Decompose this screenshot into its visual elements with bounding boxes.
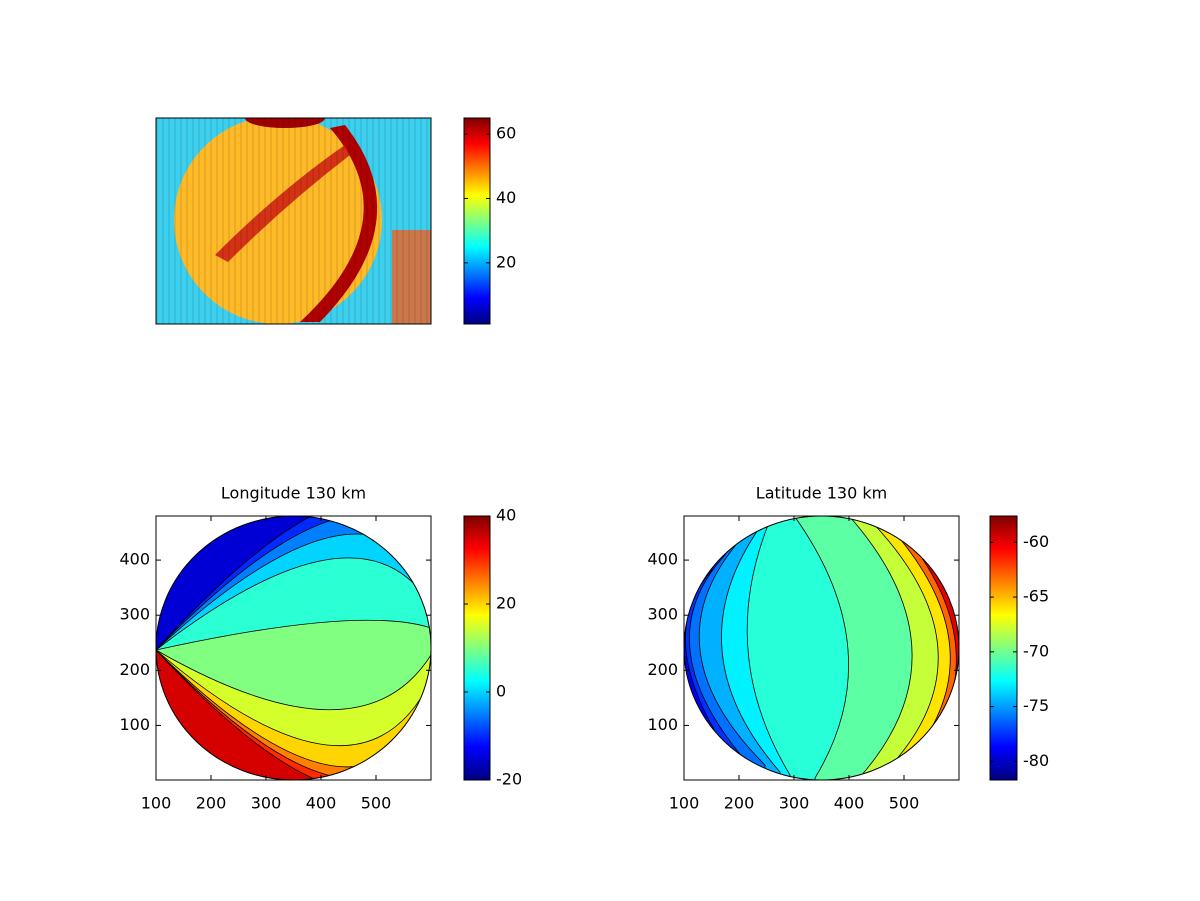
colorbar-tick-label: 20 [496,252,516,271]
colorbar [989,515,1018,781]
colorbar-tick-label: -80 [1023,751,1049,770]
y-tick-label: 200 [119,660,150,679]
image-frame [155,117,432,325]
x-tick-label: 500 [889,794,920,813]
x-tick-label: 400 [834,794,865,813]
y-tick-label: 100 [647,715,678,734]
colorbar [463,117,491,325]
image-panel [156,118,431,324]
x-tick-label: 300 [779,794,810,813]
colorbar-tick-label: -60 [1023,532,1049,551]
colorbar-tick-label: 40 [496,506,516,525]
axes-frame [155,515,432,781]
x-tick-label: 300 [251,794,282,813]
x-tick-label: 200 [724,794,755,813]
colorbar-tick-label: -70 [1023,641,1049,660]
y-tick-label: 100 [119,715,150,734]
y-tick-label: 300 [647,605,678,624]
x-tick-label: 400 [306,794,337,813]
colorbar-tick-label: -20 [496,770,522,789]
y-tick-label: 400 [647,550,678,569]
contour-field [156,516,431,780]
stripes [156,118,431,324]
colorbar-tick-label: 40 [496,188,516,207]
x-tick-label: 200 [196,794,227,813]
x-tick-label: 100 [669,794,700,813]
colorbar-tick-label: 0 [496,682,506,701]
axes-title: Longitude 130 km [221,484,366,503]
colorbar-tick-label: 20 [496,594,516,613]
axes-title: Latitude 130 km [756,484,887,503]
colorbar-tick-label: -65 [1023,587,1049,606]
y-tick-label: 300 [119,605,150,624]
colorbar-tick-label: -75 [1023,696,1049,715]
contour-field [684,516,959,780]
colorbar [463,515,491,781]
axes-frame [683,515,960,781]
y-tick-label: 200 [647,660,678,679]
y-tick-label: 400 [119,550,150,569]
x-tick-label: 500 [361,794,392,813]
colorbar-tick-label: 60 [496,124,516,143]
x-tick-label: 100 [141,794,172,813]
